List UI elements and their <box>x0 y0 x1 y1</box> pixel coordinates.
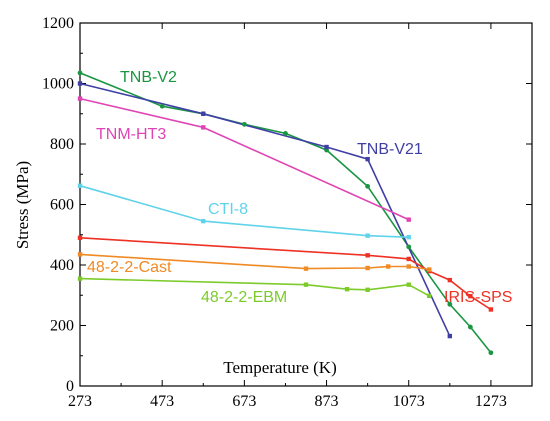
x-axis-title: Temperature (K) <box>223 358 337 377</box>
data-point <box>488 307 494 312</box>
data-point <box>406 264 411 269</box>
data-point <box>77 70 83 76</box>
data-point <box>365 253 370 258</box>
series-line-48-2-2-ebm <box>79 277 430 297</box>
data-point <box>468 293 473 299</box>
series-label: TNB-V2 <box>120 69 177 86</box>
data-point <box>201 218 206 224</box>
data-point <box>365 265 370 271</box>
x-tick-label: 1073 <box>393 393 425 410</box>
x-tick-label: 673 <box>232 393 256 410</box>
data-point <box>77 252 83 257</box>
series-label: CTI-8 <box>208 201 248 218</box>
data-point <box>447 301 453 307</box>
data-point <box>447 277 453 283</box>
series-label: IRIS-SPS <box>444 289 512 306</box>
x-tick-label: 473 <box>150 393 174 410</box>
series-label: TNB-V21 <box>357 141 423 158</box>
y-tick-label: 600 <box>50 197 74 214</box>
x-tick-label: 873 <box>315 393 339 410</box>
y-tick-label: 800 <box>50 136 74 153</box>
series-line-tnb-v2 <box>79 72 492 354</box>
data-point <box>406 244 412 250</box>
data-point <box>77 276 83 281</box>
data-point <box>77 96 83 101</box>
data-point <box>427 267 432 272</box>
y-tick-label: 0 <box>66 378 74 395</box>
data-point <box>406 217 411 222</box>
y-tick-label: 1000 <box>42 76 74 93</box>
x-tick-label: 1273 <box>475 393 507 410</box>
data-point <box>365 233 370 238</box>
data-point <box>427 293 432 299</box>
data-point <box>385 264 391 269</box>
data-point <box>159 103 165 109</box>
data-point <box>77 81 83 86</box>
data-point <box>303 282 309 287</box>
y-tick-label: 1200 <box>42 15 74 32</box>
data-point <box>406 282 411 287</box>
data-point <box>201 125 206 130</box>
data-point <box>365 183 371 189</box>
data-point <box>447 333 453 339</box>
data-point <box>201 111 206 116</box>
data-point <box>77 235 83 240</box>
data-point <box>365 287 370 293</box>
x-tick-label: 273 <box>68 393 92 410</box>
data-point <box>303 266 309 271</box>
data-point <box>324 144 329 150</box>
data-point <box>467 324 473 330</box>
data-point <box>241 121 247 127</box>
data-point <box>283 131 288 136</box>
series-labels: TNB-V2 TNB-V21 TNM-HT3 CTI-8 IRIS-SPS 48-2-2-… <box>87 69 512 306</box>
axes: 273 473 673 873 1073 1273 0 200 400 600 800 1000 120… <box>42 15 533 410</box>
series-line-cti-8 <box>79 184 409 238</box>
series-label: 48-2-2-Cast <box>87 259 172 276</box>
series-label: 48-2-2-EBM <box>201 289 287 306</box>
y-tick-label: 400 <box>50 257 74 274</box>
series-line-48-2-2-cast <box>79 253 430 271</box>
series-markers <box>77 70 494 356</box>
data-point <box>77 183 83 188</box>
y-tick-label: 200 <box>50 318 74 335</box>
data-point <box>488 350 494 356</box>
data-point <box>344 287 350 292</box>
series-lines <box>79 72 492 354</box>
data-point <box>406 256 411 262</box>
data-point <box>406 234 411 240</box>
series-label: TNM-HT3 <box>96 126 166 143</box>
data-point <box>365 156 370 162</box>
y-axis-title: Stress (MPa) <box>13 161 32 249</box>
